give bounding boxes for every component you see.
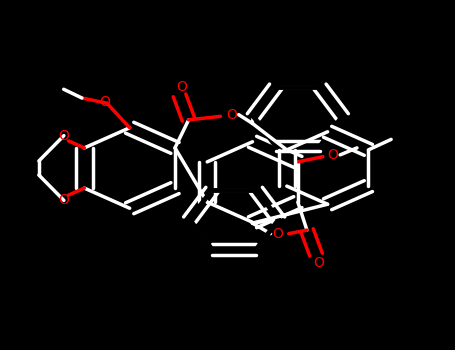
Text: O: O bbox=[313, 257, 324, 271]
Text: O: O bbox=[328, 148, 339, 162]
Text: O: O bbox=[227, 108, 238, 122]
Text: O: O bbox=[272, 227, 283, 241]
Text: O: O bbox=[99, 95, 110, 109]
Text: O: O bbox=[58, 128, 69, 143]
Text: O: O bbox=[177, 80, 187, 93]
Text: O: O bbox=[58, 193, 69, 207]
